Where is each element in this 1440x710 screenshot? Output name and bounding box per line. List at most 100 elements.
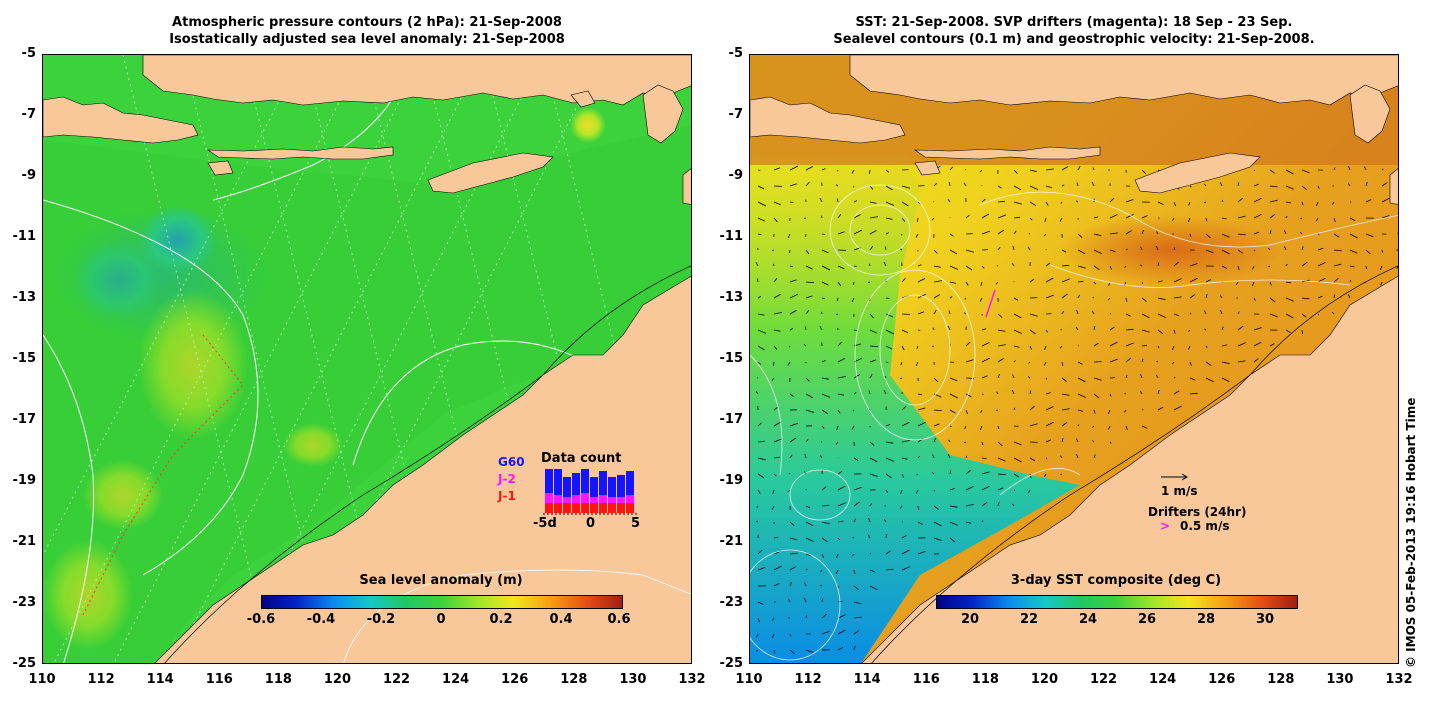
velocity-arrow bbox=[1060, 201, 1063, 204]
velocity-arrow bbox=[869, 457, 878, 463]
velocity-arrow bbox=[900, 489, 903, 495]
velocity-arrow bbox=[1253, 213, 1262, 219]
velocity-arrow bbox=[883, 390, 887, 395]
velocity-arrow bbox=[1091, 310, 1095, 315]
velocity-arrow bbox=[805, 521, 814, 527]
velocity-arrow bbox=[773, 421, 782, 427]
velocity-arrow bbox=[885, 169, 890, 173]
velocity-arrow bbox=[1252, 265, 1255, 270]
sea-level-anomaly-map[interactable]: G60 J-2 J-1 Data count -5d 0 5 Sea level… bbox=[42, 54, 692, 664]
velocity-arrow bbox=[1188, 329, 1191, 332]
velocity-arrow bbox=[1157, 262, 1160, 267]
shelf-break-contour-right bbox=[871, 265, 1398, 663]
velocity-arrow bbox=[1237, 215, 1246, 219]
left-x-tick-label: 116 bbox=[205, 672, 233, 687]
velocity-arrow bbox=[1028, 361, 1031, 364]
velocity-arrow bbox=[1029, 278, 1035, 283]
right-y-tick-label: -7 bbox=[728, 107, 743, 122]
sst-velocity-map[interactable]: 1 m/s Drifters (24hr) > 0.5 m/s 3-day SS… bbox=[749, 54, 1399, 664]
velocity-arrow bbox=[997, 441, 1003, 447]
velocity-arrow bbox=[932, 327, 935, 331]
drifter-speed-label: 0.5 m/s bbox=[1180, 519, 1230, 533]
inset-tick-minus5: -5d bbox=[533, 516, 557, 531]
sst-colorbar bbox=[936, 595, 1298, 609]
velocity-arrow bbox=[789, 566, 796, 571]
velocity-arrow bbox=[1155, 245, 1159, 251]
svp-drifter-track bbox=[985, 289, 996, 318]
velocity-arrow bbox=[1237, 197, 1243, 203]
left-y-tick-label: -9 bbox=[21, 168, 36, 183]
velocity-arrow bbox=[869, 585, 878, 591]
velocity-arrow bbox=[997, 185, 1002, 189]
velocity-arrow bbox=[789, 279, 797, 283]
anomaly-low-west bbox=[73, 240, 163, 320]
velocity-arrow bbox=[1269, 199, 1278, 203]
velocity-arrow bbox=[933, 294, 941, 299]
velocity-arrow bbox=[981, 328, 987, 331]
velocity-arrow bbox=[933, 521, 942, 527]
velocity-arrow bbox=[819, 197, 823, 203]
velocity-arrow bbox=[1284, 230, 1287, 235]
velocity-arrow bbox=[1204, 201, 1207, 204]
velocity-arrow bbox=[964, 441, 967, 443]
velocity-arrow bbox=[1285, 329, 1291, 334]
velocity-arrow bbox=[949, 166, 954, 171]
velocity-arrow bbox=[1397, 185, 1398, 186]
velocity-arrow bbox=[789, 454, 793, 459]
seram-island bbox=[642, 84, 684, 144]
velocity-arrow bbox=[981, 441, 984, 446]
velocity-arrow bbox=[1029, 169, 1037, 173]
velocity-arrow bbox=[1140, 390, 1143, 395]
velocity-arrow bbox=[1301, 246, 1304, 251]
velocity-arrow bbox=[1092, 440, 1095, 443]
velocity-arrow bbox=[901, 329, 909, 334]
left-y-tick-label: -11 bbox=[12, 229, 37, 244]
velocity-arrow bbox=[1269, 297, 1276, 303]
velocity-arrow bbox=[885, 489, 888, 493]
velocity-arrow bbox=[947, 198, 951, 203]
velocity-arrow bbox=[1317, 261, 1326, 267]
velocity-arrow bbox=[997, 425, 1000, 430]
velocity-arrow bbox=[820, 311, 823, 315]
velocity-arrow bbox=[933, 265, 941, 268]
velocity-arrow bbox=[917, 311, 925, 315]
velocity-arrow bbox=[805, 166, 813, 171]
velocity-arrow bbox=[949, 296, 953, 299]
velocity-arrow bbox=[1269, 169, 1275, 174]
velocity-arrow bbox=[1029, 201, 1037, 207]
velocity-arrow bbox=[1012, 245, 1015, 251]
velocity-arrow bbox=[773, 582, 780, 587]
right-x-tick-label: 116 bbox=[912, 672, 940, 687]
velocity-arrow bbox=[789, 521, 795, 526]
velocity-arrow bbox=[981, 485, 990, 491]
velocity-arrow bbox=[853, 486, 862, 491]
velocity-arrow bbox=[1109, 232, 1118, 235]
velocity-arrow bbox=[837, 502, 846, 507]
velocity-arrow bbox=[1397, 170, 1398, 171]
velocity-arrow bbox=[1061, 184, 1065, 187]
velocity-arrow bbox=[1141, 344, 1148, 347]
velocity-arrow bbox=[1125, 328, 1134, 331]
velocity-arrow bbox=[1077, 424, 1080, 427]
velocity-arrow bbox=[1189, 312, 1192, 315]
velocity-arrow bbox=[1252, 281, 1255, 287]
velocity-arrow bbox=[1043, 233, 1047, 237]
velocity-arrow bbox=[1189, 277, 1198, 283]
velocity-arrow bbox=[869, 169, 871, 174]
velocity-arrow bbox=[1013, 169, 1018, 174]
velocity-arrow bbox=[1349, 249, 1358, 254]
velocity-arrow bbox=[852, 281, 855, 285]
borneo-sulawesi-coast-right bbox=[849, 55, 1398, 106]
velocity-arrow bbox=[773, 649, 776, 654]
velocity-arrow bbox=[1076, 438, 1079, 443]
velocity-arrow bbox=[821, 168, 826, 171]
velocity-arrow bbox=[1061, 408, 1070, 411]
velocity-arrow bbox=[933, 537, 942, 541]
sea-level-colorbar bbox=[261, 595, 623, 609]
velocity-arrow bbox=[901, 277, 906, 283]
velocity-arrow bbox=[821, 297, 825, 299]
velocity-arrow bbox=[853, 630, 860, 635]
velocity-arrow bbox=[1045, 421, 1054, 427]
velocity-arrow bbox=[1365, 181, 1368, 187]
velocity-arrow bbox=[1269, 313, 1278, 318]
